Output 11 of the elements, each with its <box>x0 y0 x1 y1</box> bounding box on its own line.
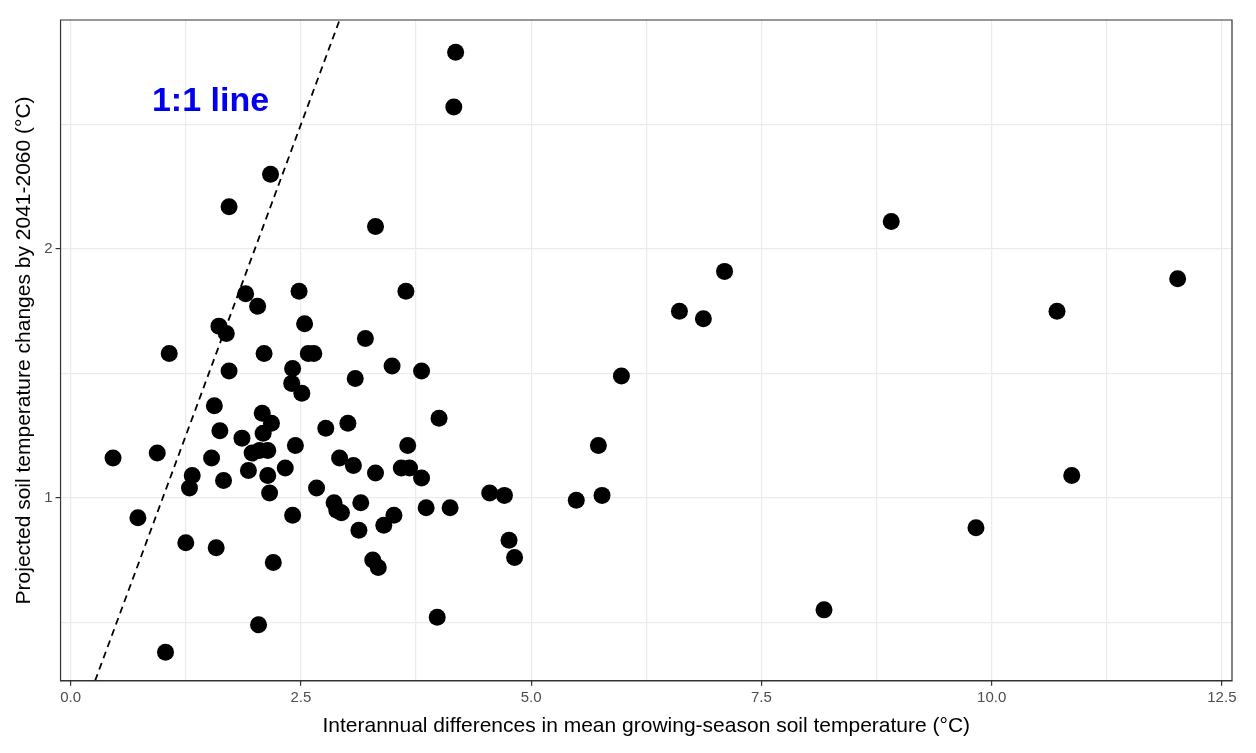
y-tick-label: 2 <box>44 239 53 257</box>
annotation: 1:1 line <box>151 80 270 119</box>
x-tick-label: 7.5 <box>750 687 772 705</box>
y-axis-title: Projected soil temperature changes by 2041-2060 (°C) <box>11 96 35 605</box>
x-tick-label: 12.5 <box>1207 687 1237 705</box>
x-tick-label: 5.0 <box>520 687 542 705</box>
x-tick-label: 0.0 <box>60 687 82 705</box>
x-axis-title: Interannual differences in mean growing-season soil temperature (°C) <box>322 713 971 737</box>
x-tick-label: 10.0 <box>977 687 1007 705</box>
y-tick-label: 1 <box>44 488 53 506</box>
x-tick-label: 2.5 <box>290 687 312 705</box>
